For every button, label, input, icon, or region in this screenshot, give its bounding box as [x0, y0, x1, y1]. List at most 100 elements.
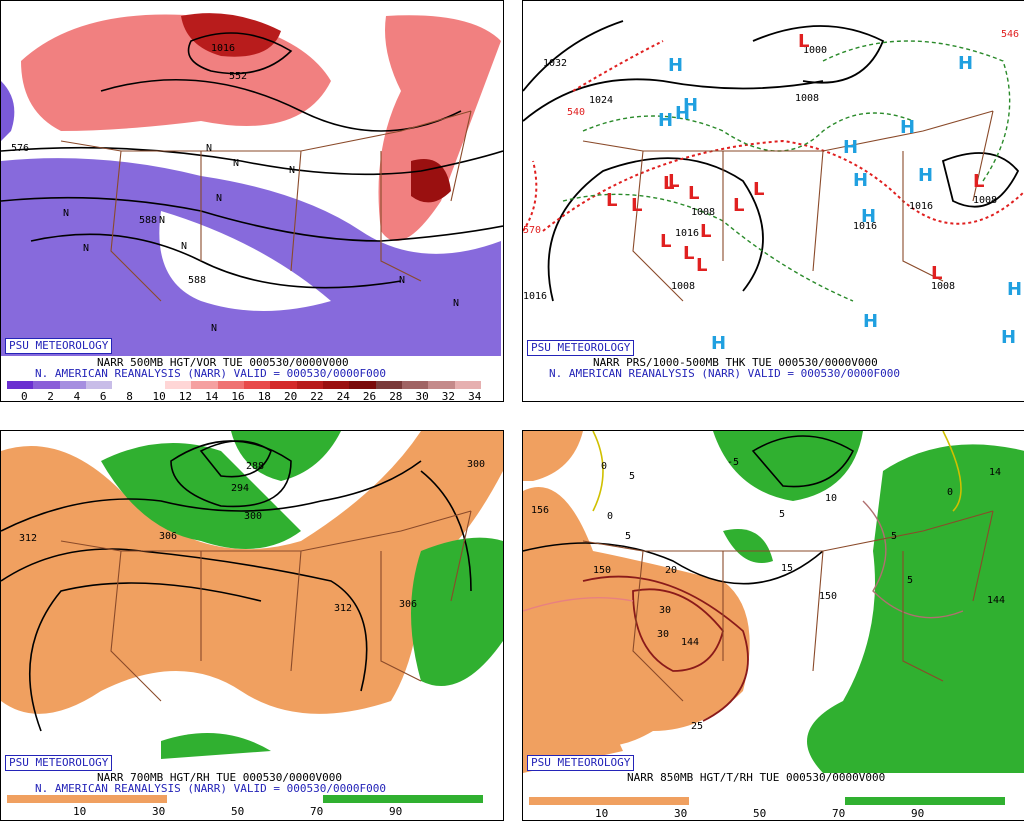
contour-label: 30 [657, 629, 669, 640]
moist-region-north [713, 431, 863, 501]
high-pressure-marker: H [861, 206, 876, 227]
contour-label: 288 [246, 461, 264, 472]
map-pressure-thickness: 1032 1024 1016 1008 1008 1008 1016 1016 … [523, 1, 1024, 356]
contour-label: 1008 [691, 207, 715, 218]
colorbar-swatch [322, 381, 350, 389]
contour-label: 20 [665, 565, 677, 576]
low-mark: N [181, 241, 187, 252]
colorbar-tick: 2 [47, 390, 54, 403]
contour-label: 25 [691, 721, 703, 732]
low-pressure-marker: L [700, 221, 711, 242]
contour-label: 1008 [973, 195, 997, 206]
colorbar-swatch [428, 381, 455, 389]
humidity-colorbar [529, 797, 1005, 805]
low-pressure-marker: L [931, 263, 942, 284]
high-pressure-marker: H [900, 117, 915, 138]
map-500mb-vorticity: 576 588 588 552 1016 N N N N N N N N N N… [1, 1, 503, 356]
low-mark: N [159, 215, 165, 226]
colorbar-swatch [112, 381, 139, 389]
panel-title: NARR 500MB HGT/VOR TUE 000530/0000V000 [97, 356, 349, 369]
low-mark: N [211, 323, 217, 334]
colorbar-swatch [454, 381, 481, 389]
colorbar-tick: 28 [389, 390, 403, 403]
colorbar-tick: 26 [362, 390, 377, 403]
contour-label: 144 [987, 595, 1005, 606]
contour-label: 552 [229, 71, 247, 82]
colorbar-swatch [401, 381, 429, 389]
high-pressure-marker: H [853, 170, 868, 191]
colorbar-tick: 12 [178, 390, 193, 403]
low-mark: N [399, 275, 405, 286]
colorbar-swatch [191, 381, 218, 389]
colorbar-tick: 32 [441, 390, 456, 403]
colorbar-tick: 24 [336, 390, 350, 403]
contour-label: 10 [825, 493, 837, 504]
low-mark: N [233, 158, 239, 169]
colorbar-tick: 30 [152, 805, 166, 818]
contour-label: 1032 [543, 58, 567, 69]
colorbar-tick: 30 [674, 807, 688, 820]
map-700mb-humidity: 288 294 300 306 312 312 300 306 [1, 431, 503, 759]
contour-label: 1016 [853, 221, 877, 232]
dry-region-west [1, 579, 61, 691]
contour-label: 0 [601, 461, 607, 472]
contour-label: 588 [139, 215, 157, 226]
thickness-label: 540 [567, 107, 585, 118]
low-pressure-marker: L [631, 195, 642, 216]
dry-region [1, 431, 503, 714]
contour-label: 0 [947, 487, 953, 498]
thickness-label: 546 [1001, 29, 1019, 40]
low-mark: N [216, 193, 222, 204]
contour-label: 1016 [909, 201, 933, 212]
low-pressure-marker: L [606, 190, 617, 211]
colorbar-tick: 50 [753, 807, 767, 820]
contour-label: 5 [907, 575, 913, 586]
contour-label: 5 [891, 531, 897, 542]
moist-region-east [411, 537, 503, 686]
vorticity-max-region-east [411, 159, 451, 203]
panel-subtitle: N. AMERICAN REANALYSIS (NARR) VALID = 00… [35, 782, 386, 795]
contour-label: 1008 [795, 93, 819, 104]
low-mark: N [206, 143, 212, 154]
psu-meteorology-badge: PSU METEOROLOGY [5, 755, 113, 771]
colorbar-tick: 14 [205, 390, 219, 403]
panel-500mb-vorticity: 576 588 588 552 1016 N N N N N N N N N N… [0, 0, 504, 403]
colorbar-swatch [243, 381, 271, 389]
high-pressure-marker: H [1007, 279, 1022, 300]
panel-title: NARR PRS/1000-500MB THK TUE 000530/0000V… [593, 356, 878, 369]
colorbar-tick: 50 [231, 805, 245, 818]
colorbar-swatch [33, 381, 60, 389]
low-pressure-marker: L [696, 255, 707, 276]
colorbar-tick: 10 [73, 805, 87, 818]
map-850mb-temperature-humidity: 156 150 144 150 144 30 30 20 -5 25 10 15… [523, 431, 1024, 773]
colorbar-tick: 22 [310, 390, 324, 403]
colorbar-swatch [7, 381, 34, 389]
low-mark: N [83, 243, 89, 254]
moist-region-east [807, 444, 1024, 773]
state-boundaries [582, 510, 994, 702]
contour-label: 1016 [211, 43, 235, 54]
psu-meteorology-badge: PSU METEOROLOGY [527, 340, 635, 356]
panel-850mb-temperature-humidity: 156 150 144 150 144 30 30 20 -5 25 10 15… [522, 430, 1024, 821]
low-pressure-marker: L [660, 231, 671, 252]
psu-meteorology-badge: PSU METEOROLOGY [527, 755, 635, 771]
thickness-label: 570 [523, 225, 541, 236]
vorticity-positive-region-east [378, 15, 501, 241]
high-pressure-marker: H [958, 53, 973, 74]
colorbar-swatch [349, 381, 376, 389]
colorbar-swatch [270, 381, 297, 389]
state-boundaries [60, 510, 472, 702]
contour-label: 306 [159, 531, 177, 542]
contour-label: 1024 [589, 95, 613, 106]
contour-label: 1008 [931, 281, 955, 292]
moist-region-south [161, 733, 271, 759]
vorticity-colorbar [7, 381, 481, 389]
panel-700mb-humidity: 288 294 300 306 312 312 300 306 PSU METE… [0, 430, 504, 821]
dry-region-southwest [523, 631, 623, 773]
contour-label: 150 [593, 565, 611, 576]
contour-label: 144 [681, 637, 699, 648]
colorbar-tick: 34 [468, 390, 482, 403]
contour-label: 1016 [523, 291, 547, 302]
